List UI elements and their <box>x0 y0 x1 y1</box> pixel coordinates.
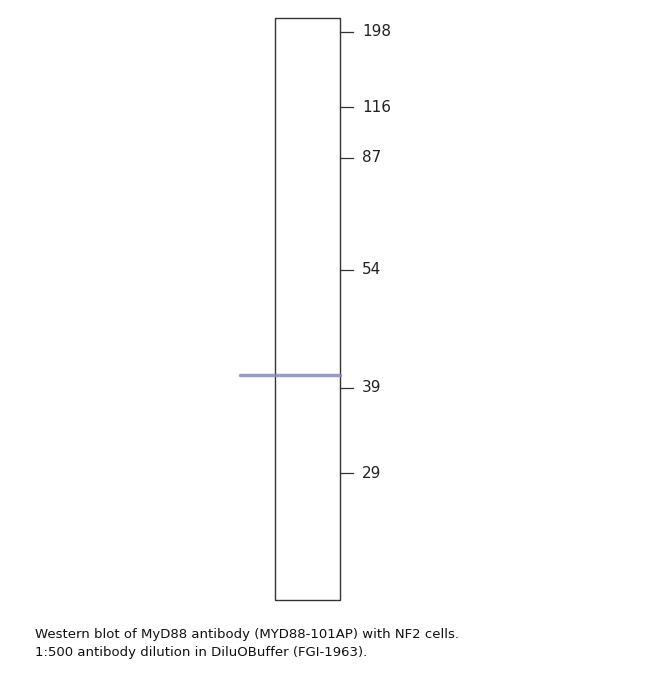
Text: 1:500 antibody dilution in DiluOBuffer (FGI-1963).: 1:500 antibody dilution in DiluOBuffer (… <box>35 646 367 659</box>
Text: 87: 87 <box>362 150 382 166</box>
Text: 116: 116 <box>362 99 391 115</box>
Text: Western blot of MyD88 antibody (MYD88-101AP) with NF2 cells.: Western blot of MyD88 antibody (MYD88-10… <box>35 628 459 641</box>
Text: 39: 39 <box>362 380 382 395</box>
Text: 29: 29 <box>362 466 382 480</box>
Text: 198: 198 <box>362 25 391 39</box>
Text: 54: 54 <box>362 262 382 277</box>
Bar <box>275 18 340 600</box>
